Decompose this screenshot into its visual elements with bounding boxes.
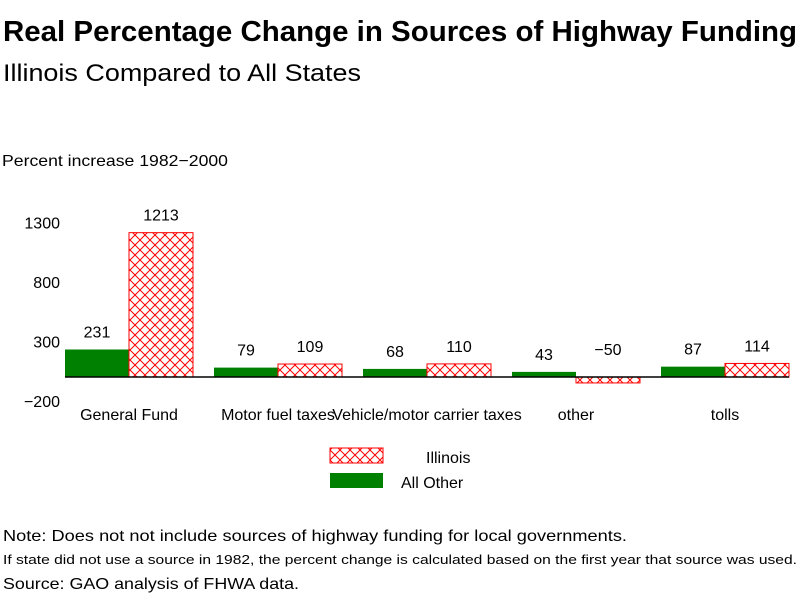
- data-label: 79: [237, 343, 255, 360]
- legend-label-all-other: All Other: [401, 475, 464, 492]
- y-tick-label: 800: [33, 275, 60, 292]
- bar-illinois: [426, 363, 492, 378]
- bar-all-other: [214, 367, 278, 377]
- bar-all-other: [65, 349, 129, 377]
- bar-illinois: [575, 376, 641, 384]
- bar-illinois: [128, 232, 194, 378]
- data-label: 43: [535, 347, 553, 364]
- x-tick-label: other: [558, 407, 595, 424]
- data-label: 1213: [143, 208, 179, 225]
- bar-illinois: [277, 363, 343, 378]
- y-axis-label: Percent increase 1982−2000: [2, 153, 228, 170]
- data-label: 110: [446, 339, 472, 356]
- legend-swatch-illinois: [329, 447, 384, 464]
- data-label: 87: [684, 342, 702, 359]
- source-note: Source: GAO analysis of FHWA data.: [3, 576, 299, 593]
- legend-label-illinois: Illinois: [426, 450, 470, 467]
- y-tick-label: 1300: [24, 215, 60, 232]
- note-2: If state did not use a source in 1982, t…: [3, 552, 797, 567]
- bar-all-other: [363, 368, 427, 377]
- note-1: Note: Does not not include sources of hi…: [3, 528, 627, 545]
- chart-subtitle: Illinois Compared to All States: [3, 60, 361, 87]
- bar-all-other: [661, 366, 725, 377]
- y-tick-label: 300: [33, 334, 60, 351]
- chart-title: Real Percentage Change in Sources of Hig…: [3, 16, 797, 48]
- data-label: −50: [594, 342, 621, 359]
- y-tick-label: −200: [24, 394, 60, 411]
- data-label: 114: [744, 338, 770, 355]
- data-label: 231: [84, 325, 111, 342]
- bar-all-other: [512, 371, 576, 377]
- bar-illinois: [724, 362, 790, 378]
- legend: Illinois All Other: [329, 447, 470, 492]
- data-label: 68: [386, 344, 404, 361]
- x-tick-label: Motor fuel taxes: [221, 407, 335, 424]
- x-tick-label: tolls: [711, 407, 739, 424]
- data-label: 109: [297, 339, 324, 356]
- x-tick-label: Vehicle/motor carrier taxes: [332, 407, 521, 424]
- legend-swatch-all-other: [330, 473, 383, 488]
- x-tick-label: General Fund: [80, 407, 178, 424]
